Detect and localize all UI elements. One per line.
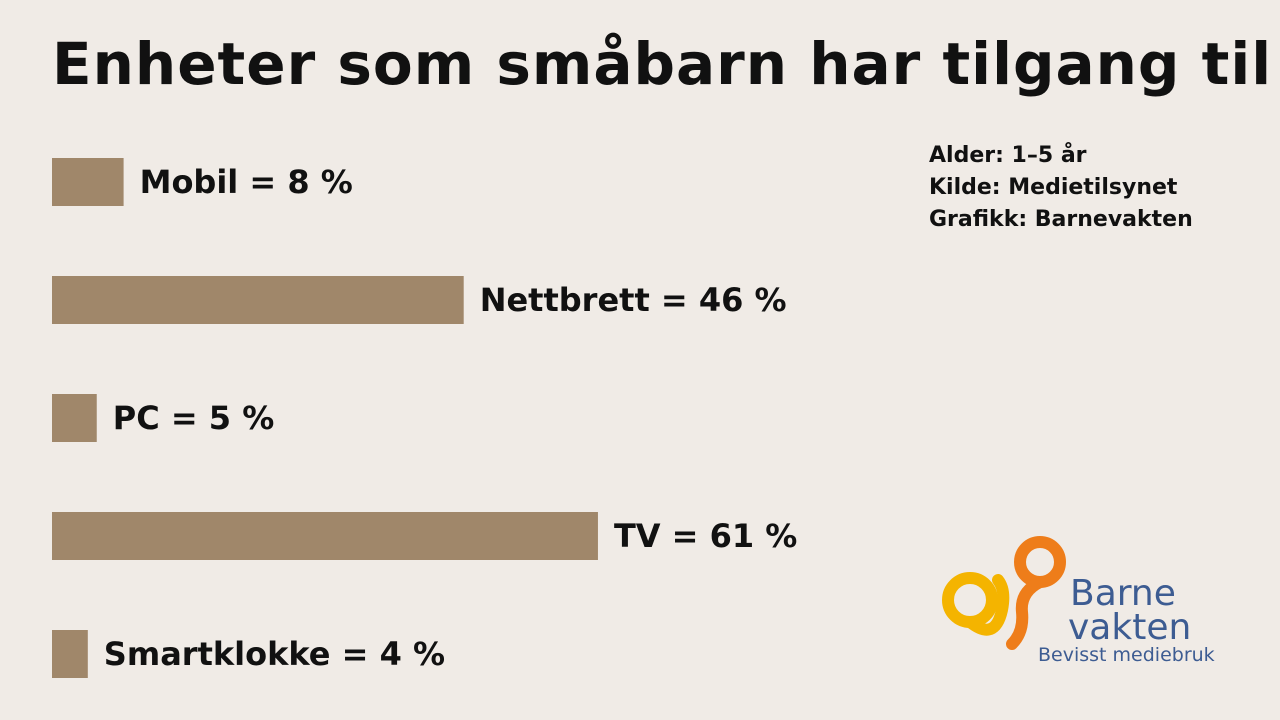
- logo-name-top: Barne: [1070, 573, 1176, 614]
- barnevakten-logo: Barne vakten Bevisst mediebruk: [940, 532, 1215, 672]
- meta-age: Alder: 1–5 år: [929, 143, 1087, 168]
- bar-tv: [52, 512, 598, 560]
- bar-mobil: [52, 158, 124, 206]
- meta-source: Kilde: Medietilsynet: [929, 175, 1178, 200]
- meta-graphics: Grafikk: Barnevakten: [929, 207, 1193, 232]
- chart-title: Enheter som småbarn har tilgang til: [52, 30, 1273, 98]
- chart-meta: Alder: 1–5 år Kilde: Medietilsynet Grafi…: [929, 140, 1193, 236]
- bar-smartklokke: [52, 630, 88, 678]
- bar-label-smartklokke: Smartklokke = 4 %: [104, 635, 445, 673]
- logo-tagline: Bevisst mediebruk: [1038, 644, 1215, 666]
- bar-label-mobil: Mobil = 8 %: [140, 163, 353, 201]
- bar-chart: Mobil = 8 % Nettbrett = 46 % PC = 5 % TV = …: [52, 158, 797, 678]
- bar-label-tv: TV = 61 %: [614, 517, 797, 555]
- bar-pc: [52, 394, 97, 442]
- logo-mark-icon: [942, 536, 1066, 650]
- bar-label-nettbrett: Nettbrett = 46 %: [480, 281, 787, 319]
- logo-name-bottom: vakten: [1068, 607, 1192, 648]
- bar-nettbrett: [52, 276, 464, 324]
- bar-label-pc: PC = 5 %: [113, 399, 275, 437]
